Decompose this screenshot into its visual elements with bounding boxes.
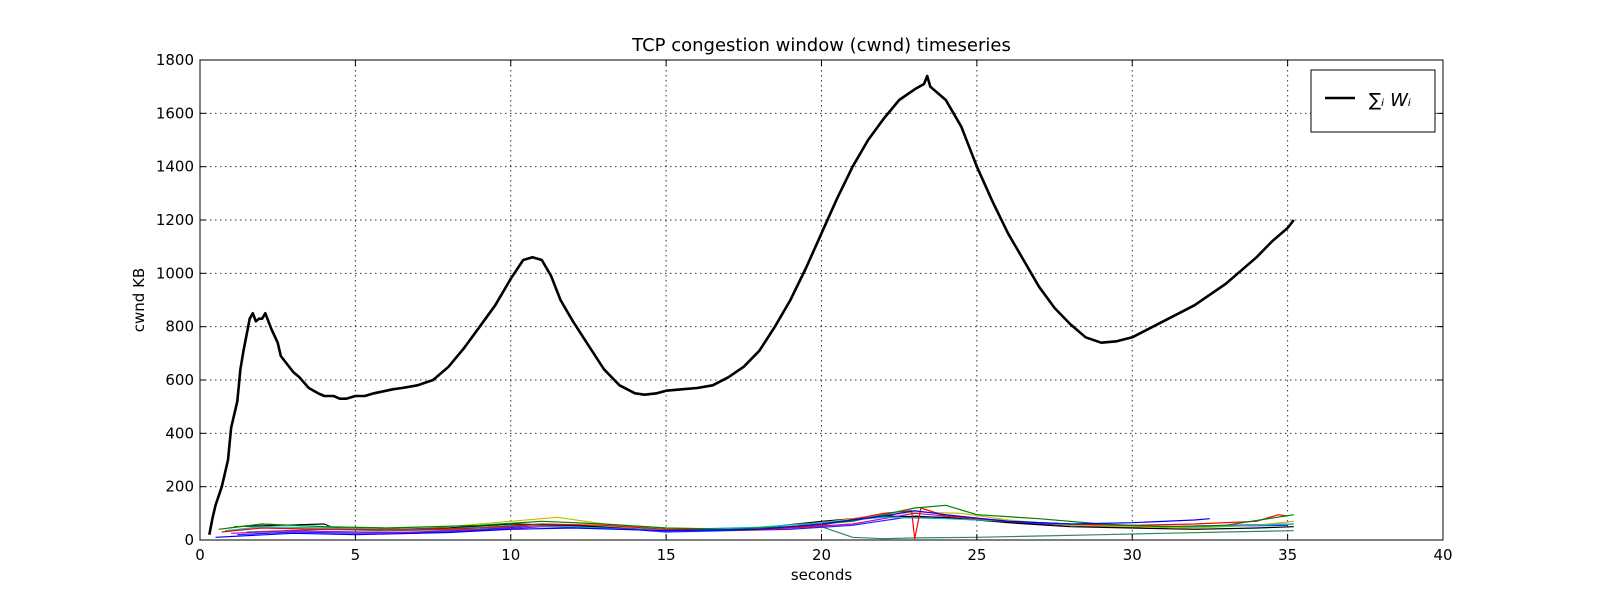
y-tick-label: 1600 xyxy=(156,104,194,122)
y-tick-label: 1400 xyxy=(156,158,194,176)
y-axis-label: cwnd KB xyxy=(130,268,148,332)
series-line-sum-wi xyxy=(208,74,1295,535)
y-tick-label: 1800 xyxy=(156,51,194,69)
x-tick-label: 20 xyxy=(812,546,831,564)
y-tick-label: 1000 xyxy=(156,264,194,282)
x-axis-label: seconds xyxy=(791,566,852,584)
x-tick-label: 15 xyxy=(657,546,676,564)
x-tick-label: 5 xyxy=(351,546,361,564)
y-tick-label: 200 xyxy=(165,478,194,496)
legend: ∑ᵢ Wᵢ xyxy=(1310,69,1436,133)
y-tick-label: 1200 xyxy=(156,211,194,229)
x-tick-label: 35 xyxy=(1278,546,1297,564)
y-tick-label: 800 xyxy=(165,318,194,336)
x-tick-label: 0 xyxy=(195,546,205,564)
series-line-flow-6 xyxy=(231,512,1294,534)
series-layer xyxy=(208,74,1295,540)
y-tick-label: 600 xyxy=(165,371,194,389)
grid-layer xyxy=(200,60,1443,540)
x-tick-label: 10 xyxy=(501,546,520,564)
legend-label: ∑ᵢ Wᵢ xyxy=(1369,90,1411,111)
x-tick-label: 40 xyxy=(1433,546,1452,564)
series-line-flow-1 xyxy=(215,510,1210,538)
x-tick-label: 25 xyxy=(967,546,986,564)
y-tick-label: 400 xyxy=(165,424,194,442)
x-tick-label: 30 xyxy=(1123,546,1142,564)
series-line-flow-2 xyxy=(218,504,1294,530)
chart-title: TCP congestion window (cwnd) timeseries xyxy=(631,35,1011,56)
y-tick-label: 0 xyxy=(184,531,194,549)
legend-box xyxy=(1310,69,1436,133)
series-line-flow-5 xyxy=(227,511,1294,530)
tick-layer: 0 5 10 15 20 25 30 35 40020040060080010001200140… xyxy=(156,51,1453,564)
